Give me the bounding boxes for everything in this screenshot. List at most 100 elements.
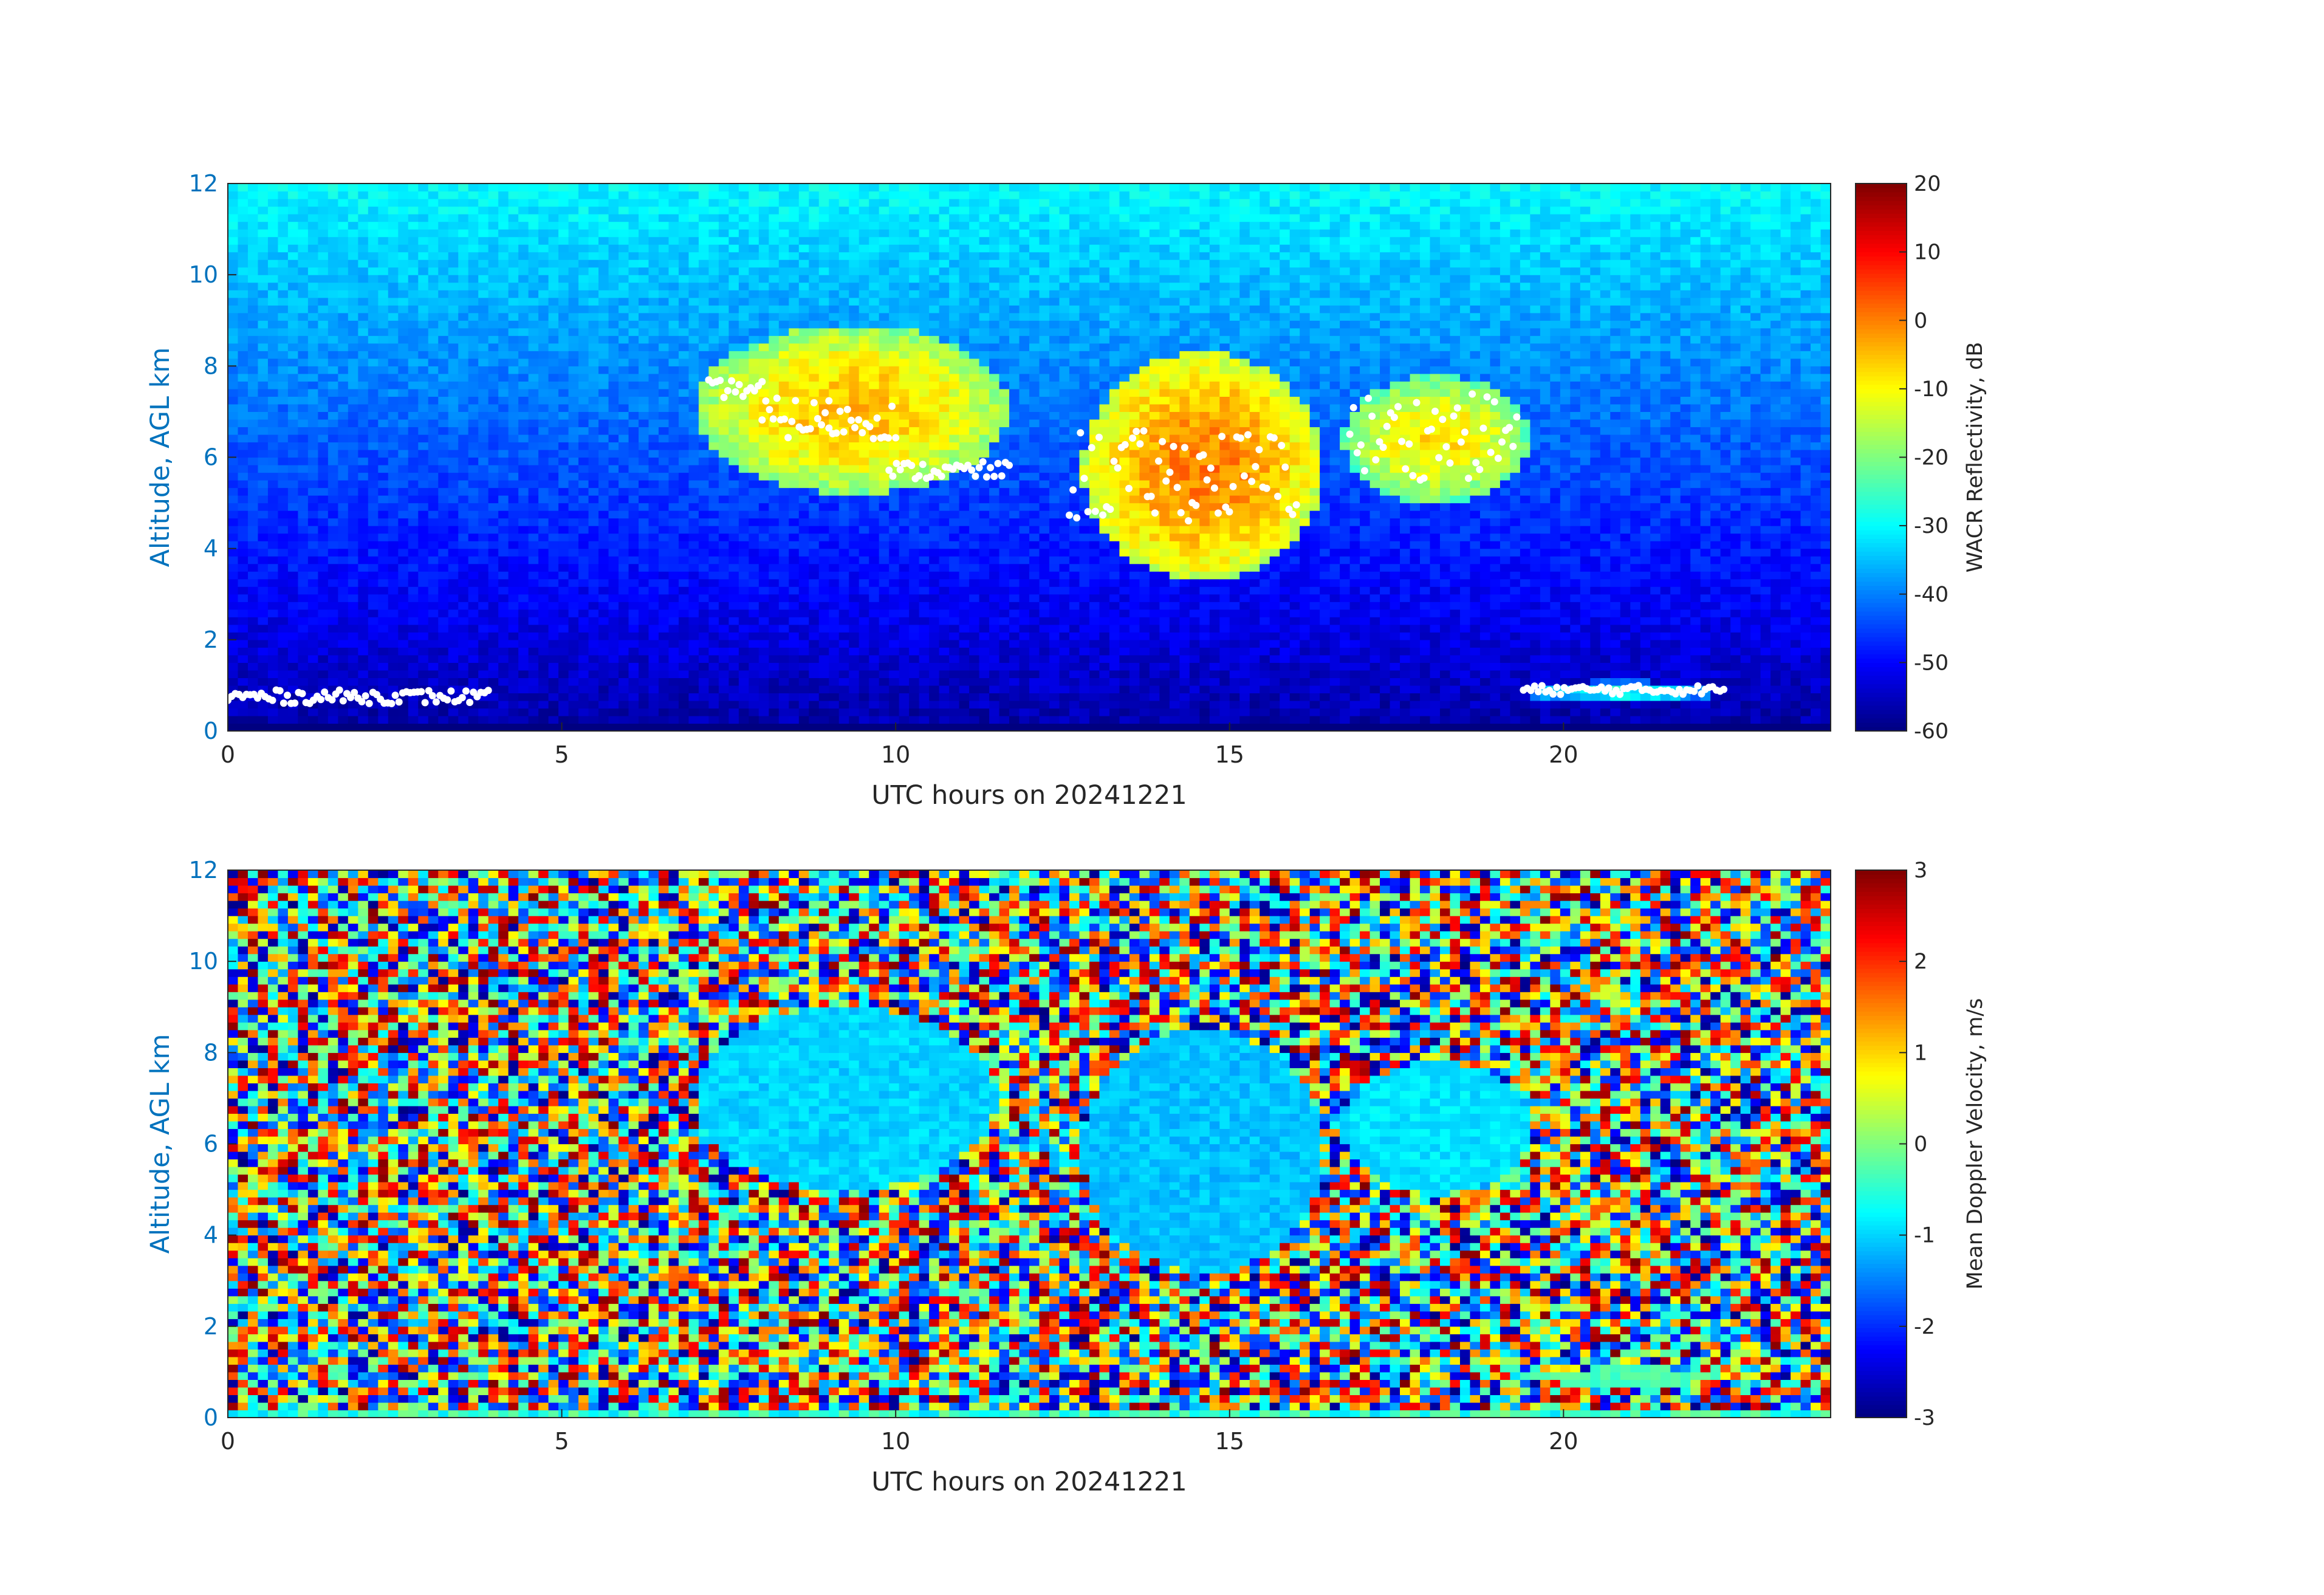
heatmap-cell bbox=[1660, 578, 1671, 587]
heatmap-cell bbox=[1510, 578, 1521, 587]
heatmap-cell bbox=[1600, 563, 1611, 572]
heatmap-cell bbox=[1239, 670, 1250, 678]
heatmap-cell bbox=[1089, 548, 1100, 557]
heatmap-cell bbox=[348, 571, 358, 580]
heatmap-cell bbox=[789, 526, 800, 534]
heatmap-cell bbox=[1590, 639, 1601, 648]
heatmap-cell bbox=[1439, 677, 1451, 686]
heatmap-cell bbox=[348, 617, 358, 625]
heatmap-cell bbox=[428, 495, 439, 504]
heatmap-cell bbox=[929, 708, 940, 716]
heatmap-cell bbox=[929, 556, 940, 564]
heatmap-cell bbox=[1710, 609, 1721, 617]
heatmap-cell bbox=[668, 602, 679, 610]
heatmap-cell bbox=[1439, 548, 1451, 557]
heatmap-cell bbox=[1300, 700, 1311, 709]
heatmap-cell bbox=[1109, 654, 1120, 663]
heatmap-cell bbox=[658, 510, 670, 519]
heatmap-cell bbox=[1740, 617, 1751, 625]
heatmap-cell bbox=[1540, 533, 1551, 541]
heatmap-cell bbox=[1570, 715, 1581, 724]
heatmap-cell bbox=[1680, 586, 1691, 595]
heatmap-cell bbox=[658, 693, 670, 701]
heatmap-cell bbox=[1069, 654, 1080, 663]
heatmap-cell bbox=[598, 693, 609, 701]
heatmap-cell bbox=[1690, 548, 1701, 557]
heatmap-cell bbox=[478, 548, 489, 557]
heatmap-cell bbox=[1660, 662, 1671, 671]
heatmap-cell bbox=[628, 670, 639, 678]
heatmap-cell bbox=[1300, 563, 1311, 572]
heatmap-cell bbox=[1239, 677, 1250, 686]
heatmap-cell bbox=[989, 700, 1000, 709]
heatmap-cell bbox=[228, 723, 239, 732]
heatmap-cell bbox=[1620, 586, 1631, 595]
heatmap-cell bbox=[1670, 677, 1681, 686]
heatmap-cell bbox=[619, 594, 629, 602]
heatmap-cell bbox=[1770, 677, 1781, 686]
heatmap-cell bbox=[1750, 685, 1761, 694]
heatmap-cell bbox=[478, 632, 489, 640]
heatmap-cell bbox=[1570, 578, 1581, 587]
heatmap-cell bbox=[708, 548, 719, 557]
heatmap-cell bbox=[778, 495, 789, 504]
heatmap-cell bbox=[969, 700, 980, 709]
heatmap-cell bbox=[1520, 518, 1530, 526]
heatmap-cell bbox=[1540, 563, 1551, 572]
heatmap-cell bbox=[1430, 548, 1441, 557]
heatmap-cell bbox=[598, 495, 609, 504]
heatmap-cell bbox=[278, 533, 289, 541]
heatmap-cell bbox=[368, 518, 379, 526]
heatmap-cell bbox=[1620, 518, 1631, 526]
heatmap-cell bbox=[1710, 503, 1721, 511]
heatmap-cell bbox=[1029, 632, 1040, 640]
heatmap-cell bbox=[989, 693, 1000, 701]
heatmap-cell bbox=[307, 632, 318, 640]
heatmap-cell bbox=[1820, 685, 1831, 694]
heatmap-cell bbox=[578, 571, 589, 580]
heatmap-cell bbox=[869, 723, 880, 732]
heatmap-cell bbox=[758, 723, 769, 732]
heatmap-cell bbox=[638, 617, 650, 625]
heatmap-cell bbox=[318, 708, 329, 716]
heatmap-cell bbox=[1479, 632, 1491, 640]
heatmap-cell bbox=[718, 571, 729, 580]
heatmap-cell bbox=[1349, 617, 1360, 625]
heatmap-cell bbox=[1340, 677, 1351, 686]
heatmap-cell bbox=[849, 723, 860, 732]
heatmap-cell bbox=[1109, 510, 1120, 519]
heatmap-cell bbox=[859, 548, 869, 557]
heatmap-cell bbox=[1600, 495, 1611, 504]
heatmap-cell bbox=[568, 693, 579, 701]
heatmap-cell bbox=[1199, 586, 1210, 595]
heatmap-cell bbox=[989, 639, 1000, 648]
heatmap-cell bbox=[619, 654, 629, 663]
heatmap-cell bbox=[307, 708, 318, 716]
heatmap-cell bbox=[1530, 662, 1541, 671]
heatmap-cell bbox=[838, 510, 849, 519]
heatmap-cell bbox=[358, 503, 369, 511]
heatmap-cell bbox=[1219, 677, 1230, 686]
heatmap-cell bbox=[859, 685, 869, 694]
heatmap-cell bbox=[939, 541, 950, 549]
heatmap-cell bbox=[418, 662, 429, 671]
heatmap-cell bbox=[648, 723, 659, 732]
heatmap-cell bbox=[1119, 654, 1130, 663]
heatmap-cell bbox=[929, 715, 940, 724]
heatmap-cell bbox=[899, 617, 910, 625]
heatmap-cell bbox=[1049, 594, 1060, 602]
heatmap-cell bbox=[838, 685, 849, 694]
heatmap-cell bbox=[1189, 624, 1200, 633]
heatmap-cell bbox=[1229, 594, 1240, 602]
heatmap-cell bbox=[538, 518, 549, 526]
heatmap-cell bbox=[1439, 563, 1451, 572]
heatmap-cell bbox=[1269, 586, 1280, 595]
heatmap-cell bbox=[1630, 662, 1641, 671]
heatmap-cell bbox=[1640, 647, 1651, 656]
heatmap-cell bbox=[488, 594, 499, 602]
heatmap-cell bbox=[1349, 510, 1360, 519]
heatmap-cell bbox=[949, 533, 960, 541]
heatmap-cell bbox=[518, 632, 529, 640]
heatmap-cell bbox=[769, 639, 780, 648]
heatmap-cell bbox=[287, 578, 299, 587]
